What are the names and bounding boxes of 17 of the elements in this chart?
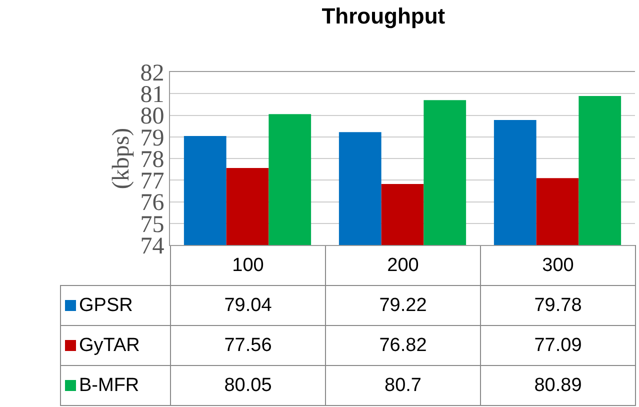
data-label: 77.09 <box>480 326 636 366</box>
data-label: 80.05 <box>170 366 326 406</box>
data-label: 79.78 <box>480 286 636 326</box>
data-label: 76.82 <box>326 326 480 366</box>
data-label: 79.22 <box>326 286 480 326</box>
x-tick-label: 300 <box>480 246 636 286</box>
data-label: 80.7 <box>326 366 480 406</box>
x-tick-label: 200 <box>326 246 480 286</box>
legend-label: B-MFR <box>79 374 140 396</box>
legend-label: GPSR <box>79 294 133 316</box>
x-tick-label: 100 <box>170 246 326 286</box>
legend-label: GyTAR <box>79 334 140 356</box>
data-label: 79.04 <box>170 286 326 326</box>
y-axis-title: (kbps) <box>108 128 134 190</box>
chart-title: Throughput <box>322 4 446 28</box>
data-label: 80.89 <box>480 366 636 406</box>
data-label: 77.56 <box>170 326 326 366</box>
